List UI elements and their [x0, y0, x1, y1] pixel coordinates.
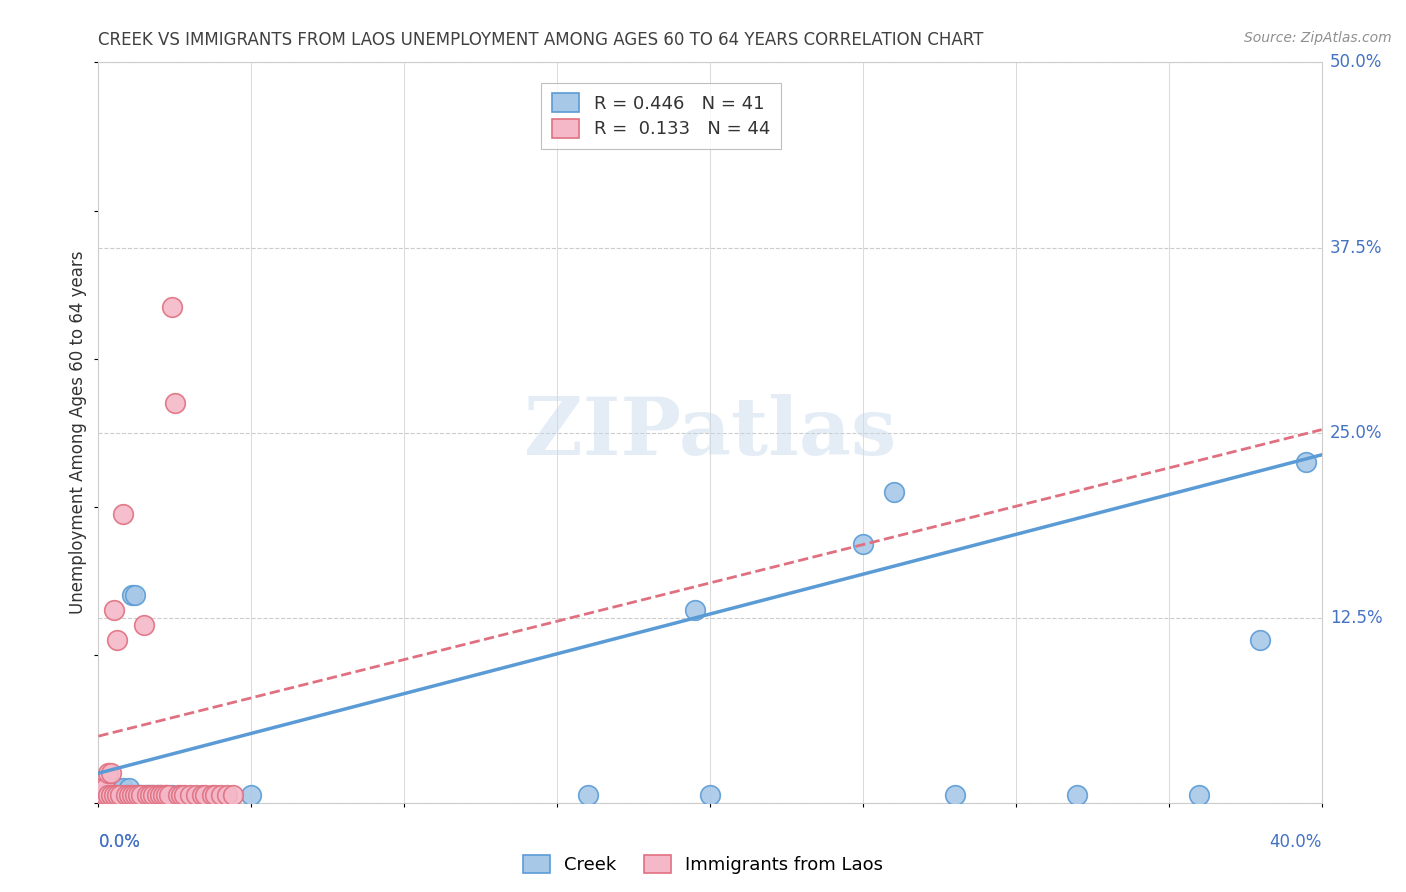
Point [167, 789, 190, 803]
Point [194, 789, 217, 803]
Point [103, 780, 125, 795]
Text: 37.5%: 37.5% [1330, 238, 1382, 257]
Point [97, 766, 120, 780]
Point [127, 789, 149, 803]
Point [145, 789, 167, 803]
Point [173, 789, 195, 803]
Point [115, 789, 138, 803]
Point [852, 537, 875, 551]
Point [111, 789, 134, 803]
Point [121, 589, 143, 603]
Point [100, 784, 122, 798]
Point [129, 789, 152, 803]
Point [155, 789, 177, 803]
Point [1066, 789, 1088, 803]
Point [100, 789, 122, 803]
Point [105, 632, 128, 647]
Point [943, 789, 966, 803]
Point [124, 589, 146, 603]
Point [179, 789, 201, 803]
Text: Source: ZipAtlas.com: Source: ZipAtlas.com [1244, 31, 1392, 45]
Point [111, 507, 134, 521]
Point [127, 789, 149, 803]
Point [118, 789, 141, 803]
Point [160, 789, 183, 803]
Point [105, 780, 128, 795]
Point [103, 789, 125, 803]
Text: CREEK VS IMMIGRANTS FROM LAOS UNEMPLOYMENT AMONG AGES 60 TO 64 YEARS CORRELATION: CREEK VS IMMIGRANTS FROM LAOS UNEMPLOYME… [98, 31, 984, 49]
Legend: Creek, Immigrants from Laos: Creek, Immigrants from Laos [513, 846, 893, 883]
Text: 40.0%: 40.0% [1270, 833, 1322, 851]
Legend: R = 0.446   N = 41, R =  0.133   N = 44: R = 0.446 N = 41, R = 0.133 N = 44 [541, 83, 780, 149]
Point [1188, 789, 1211, 803]
Text: ZIPatlas: ZIPatlas [524, 393, 896, 472]
Point [115, 789, 138, 803]
Point [240, 789, 263, 803]
Point [149, 789, 172, 803]
Point [90, 780, 112, 795]
Point [160, 300, 183, 314]
Text: 0.0%: 0.0% [98, 833, 141, 851]
Point [139, 789, 162, 803]
Point [111, 780, 134, 795]
Point [155, 789, 177, 803]
Point [105, 789, 128, 803]
Point [97, 789, 120, 803]
Text: 0.0%: 0.0% [98, 833, 141, 851]
Point [222, 789, 245, 803]
Point [149, 789, 172, 803]
Point [215, 789, 238, 803]
Text: 12.5%: 12.5% [1330, 608, 1382, 627]
Point [139, 789, 162, 803]
Point [93, 780, 115, 795]
Point [103, 603, 125, 617]
Point [1295, 455, 1317, 469]
Point [200, 789, 222, 803]
Point [100, 789, 122, 803]
Point [683, 603, 706, 617]
Point [93, 789, 115, 803]
Point [105, 789, 128, 803]
Point [209, 789, 232, 803]
Point [142, 789, 165, 803]
Point [136, 789, 159, 803]
Text: 25.0%: 25.0% [1330, 424, 1382, 442]
Point [883, 484, 905, 499]
Point [145, 789, 167, 803]
Point [93, 789, 115, 803]
Point [103, 789, 125, 803]
Point [204, 789, 226, 803]
Point [1249, 632, 1271, 647]
Point [108, 789, 131, 803]
Point [136, 789, 159, 803]
Point [121, 789, 143, 803]
Point [118, 789, 141, 803]
Point [108, 789, 131, 803]
Point [142, 789, 165, 803]
Point [134, 618, 156, 632]
Point [118, 780, 141, 795]
Y-axis label: Unemployment Among Ages 60 to 64 years: Unemployment Among Ages 60 to 64 years [69, 251, 87, 615]
Point [129, 789, 152, 803]
Point [134, 789, 156, 803]
Point [90, 789, 112, 803]
Point [163, 396, 186, 410]
Point [100, 766, 122, 780]
Point [152, 789, 174, 803]
Point [97, 780, 120, 795]
Point [97, 789, 120, 803]
Point [124, 789, 146, 803]
Text: 50.0%: 50.0% [1330, 54, 1382, 71]
Point [186, 789, 208, 803]
Point [93, 784, 115, 798]
Point [699, 789, 721, 803]
Point [157, 789, 180, 803]
Point [191, 789, 214, 803]
Point [576, 789, 599, 803]
Point [87, 789, 110, 803]
Point [108, 784, 131, 798]
Point [170, 789, 193, 803]
Point [90, 789, 112, 803]
